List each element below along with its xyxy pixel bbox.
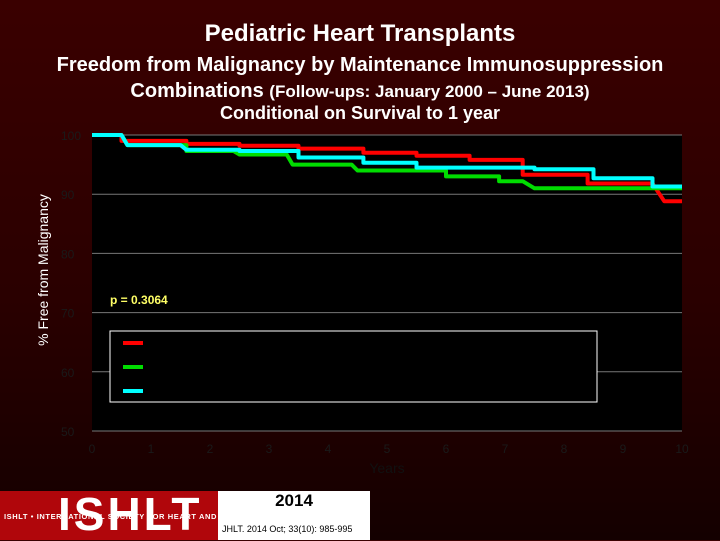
series-group xyxy=(92,133,682,204)
subtitle-followup-range: (Follow-ups: January 2000 – June 2013) xyxy=(269,82,590,101)
subtitle-line-2-main: Combinations xyxy=(130,80,270,102)
legend-box xyxy=(109,330,598,403)
journal-reference: JHLT. 2014 Oct; 33(10): 985-995 xyxy=(222,524,353,534)
subtitle-line-1: Freedom from Malignancy by Maintenance I… xyxy=(56,54,664,76)
subtitle-line-2: Combinations (Follow-ups: January 2000 –… xyxy=(0,78,720,105)
x-tick-10: 10 xyxy=(675,442,689,456)
x-tick-8: 8 xyxy=(561,442,568,456)
y-tick-70: 70 xyxy=(61,307,75,321)
chart-condition-note: Conditional on Survival to 1 year xyxy=(219,103,501,123)
x-tick-5: 5 xyxy=(384,442,391,456)
y-tick-100: 100 xyxy=(61,129,81,143)
x-tick-2: 2 xyxy=(207,442,214,456)
report-year: 2014 xyxy=(275,491,313,510)
chart-subtitle: Freedom from Malignancy by Maintenance I… xyxy=(0,52,720,105)
logo-wordmark: ISHLT xyxy=(58,488,203,540)
legend xyxy=(123,341,143,393)
logo-tagline: ISHLT • INTERNATIONAL SOCIETY FOR HEART … xyxy=(4,512,329,521)
x-tick-labels: 0 1 2 3 4 5 6 7 8 9 10 xyxy=(89,442,689,456)
x-tick-4: 4 xyxy=(325,442,332,456)
x-axis-label: Years xyxy=(369,460,404,476)
y-tick-80: 80 xyxy=(61,247,75,261)
x-tick-0: 0 xyxy=(89,442,96,456)
y-tick-90: 90 xyxy=(61,188,75,202)
y-axis-label: % Free from Malignancy xyxy=(35,194,51,346)
citation-box: 2014 JHLT. 2014 Oct; 33(10): 985-995 xyxy=(218,491,370,540)
y-tick-labels: 50 60 70 80 90 100 xyxy=(61,129,81,439)
y-tick-60: 60 xyxy=(61,366,75,380)
x-tick-9: 9 xyxy=(620,442,627,456)
ishlt-logo: ISHLT ISHLT • INTERNATIONAL SOCIETY FOR … xyxy=(0,488,327,540)
x-tick-6: 6 xyxy=(443,442,450,456)
y-tick-50: 50 xyxy=(61,425,75,439)
p-value-annotation: p = 0.3064 xyxy=(110,293,168,307)
x-tick-7: 7 xyxy=(502,442,509,456)
page-title: Pediatric Heart Transplants xyxy=(204,20,516,47)
x-tick-1: 1 xyxy=(148,442,155,456)
x-tick-3: 3 xyxy=(266,442,273,456)
series-line-3 xyxy=(92,133,682,189)
series-line-1 xyxy=(92,133,682,204)
